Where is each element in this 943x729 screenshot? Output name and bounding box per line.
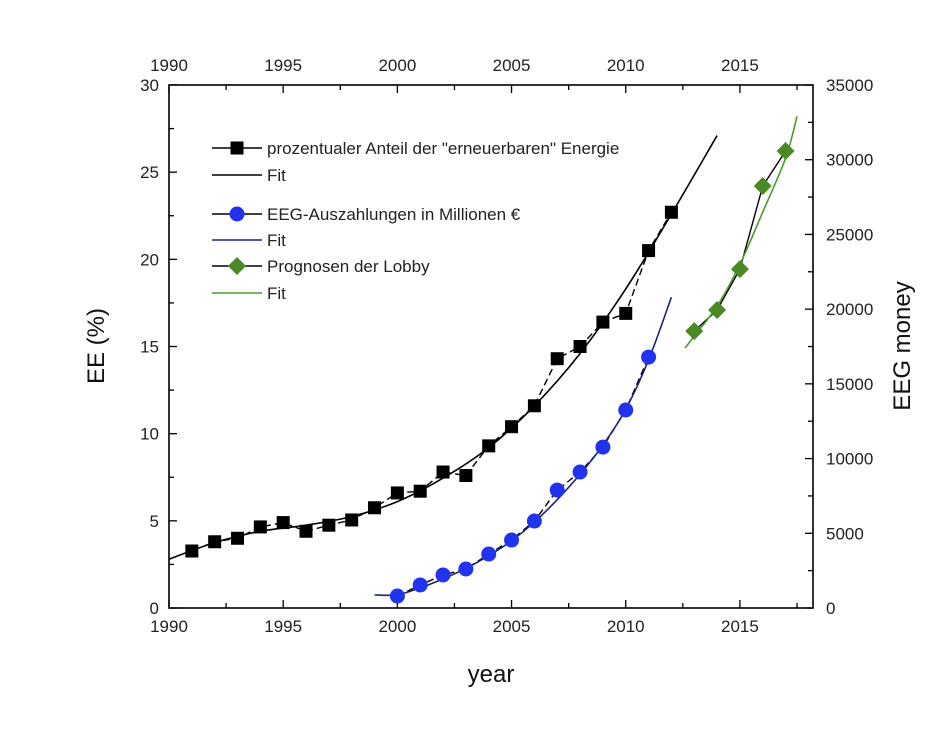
- x-tick-label-top: 2005: [493, 56, 531, 75]
- x-tick-label-top: 2010: [607, 56, 645, 75]
- data-point: [389, 588, 405, 604]
- data-point: [412, 577, 428, 593]
- fit-line: [168, 135, 718, 560]
- legend-marker: [229, 206, 245, 222]
- data-point: [368, 501, 382, 515]
- x-tick-label-bottom: 2010: [607, 617, 645, 636]
- y-tick-label-right: 15000: [826, 375, 873, 394]
- series-layer: [168, 116, 798, 604]
- data-point: [596, 315, 610, 329]
- y-tick-label-right: 0: [826, 599, 835, 618]
- x-tick-label-bottom: 1995: [264, 617, 302, 636]
- axis-ticks: [168, 84, 813, 609]
- legend-label: Fit: [267, 231, 286, 250]
- x-tick-label-bottom: 2000: [378, 617, 416, 636]
- series-1: [168, 135, 718, 560]
- x-tick-label-top: 1990: [150, 56, 188, 75]
- x-tick-label-bottom: 1990: [150, 617, 188, 636]
- y-axis-title-right: EEG money: [889, 281, 916, 410]
- series-2: [397, 356, 650, 597]
- data-point: [572, 464, 588, 480]
- data-point: [253, 520, 267, 534]
- legend-label: Fit: [267, 284, 286, 303]
- data-point: [458, 561, 474, 577]
- x-tick-label-top: 2000: [378, 56, 416, 75]
- fit-line: [374, 296, 673, 597]
- markers-0: [185, 205, 678, 558]
- y-tick-label-right: 20000: [826, 300, 873, 319]
- data-point: [527, 399, 541, 413]
- data-point: [685, 322, 704, 341]
- y-tick-label-right: 35000: [826, 76, 873, 95]
- data-point: [776, 142, 795, 161]
- data-point: [322, 518, 336, 532]
- data-point: [730, 260, 749, 279]
- data-point: [185, 544, 199, 558]
- data-point: [504, 532, 520, 548]
- y-tick-label-left: 20: [140, 250, 159, 269]
- legend: prozentualer Anteil der "erneuerbaren" E…: [212, 139, 619, 303]
- y-tick-label-right: 25000: [826, 225, 873, 244]
- data-point: [664, 205, 678, 219]
- data-point: [641, 349, 657, 365]
- y-tick-label-right: 10000: [826, 450, 873, 469]
- data-point: [618, 402, 634, 418]
- data-point: [708, 301, 727, 320]
- data-point: [413, 484, 427, 498]
- data-point: [276, 516, 290, 530]
- x-tick-label-bottom: 2015: [721, 617, 759, 636]
- data-point: [299, 524, 313, 538]
- data-line: [693, 150, 787, 332]
- x-tick-label-top: 1995: [264, 56, 302, 75]
- data-point: [573, 340, 587, 353]
- data-point: [526, 513, 542, 529]
- x-tick-label-bottom: 2005: [493, 617, 531, 636]
- markers-4: [685, 142, 795, 341]
- y-tick-label-right: 30000: [826, 151, 873, 170]
- legend-marker: [230, 141, 244, 155]
- data-point: [436, 465, 450, 479]
- y-tick-label-left: 0: [150, 599, 159, 618]
- x-axis-title: year: [468, 661, 515, 688]
- data-point: [345, 513, 359, 527]
- data-point: [595, 439, 611, 455]
- data-point: [550, 352, 564, 366]
- series-3: [374, 296, 673, 597]
- data-line: [397, 356, 650, 597]
- legend-label: prozentualer Anteil der "erneuerbaren" E…: [267, 139, 619, 158]
- legend-marker: [228, 257, 246, 275]
- data-point: [481, 546, 497, 562]
- data-point: [549, 482, 565, 498]
- markers-2: [389, 349, 657, 604]
- series-4: [693, 150, 787, 332]
- y-tick-label-left: 25: [140, 163, 159, 182]
- data-point: [482, 439, 496, 453]
- data-point: [753, 177, 772, 196]
- data-point: [435, 567, 451, 583]
- y-tick-label-left: 5: [150, 512, 159, 531]
- x-tick-label-top: 2015: [721, 56, 759, 75]
- data-point: [642, 244, 656, 258]
- data-point: [231, 531, 245, 545]
- data-point: [619, 306, 633, 320]
- data-point: [505, 420, 519, 434]
- data-point: [390, 486, 404, 500]
- data-point: [459, 469, 473, 483]
- y-tick-label-left: 30: [140, 76, 159, 95]
- series-0: [191, 211, 673, 552]
- y-tick-label-right: 5000: [826, 524, 864, 543]
- legend-label: Fit: [267, 166, 286, 185]
- data-point: [208, 535, 222, 549]
- y-tick-label-left: 10: [140, 425, 159, 444]
- legend-label: Prognosen der Lobby: [267, 257, 430, 276]
- y-axis-title-left: EE (%): [83, 308, 110, 384]
- data-line: [191, 211, 673, 552]
- legend-label: EEG-Auszahlungen in Millionen €: [267, 205, 521, 224]
- y-tick-label-left: 15: [140, 338, 159, 357]
